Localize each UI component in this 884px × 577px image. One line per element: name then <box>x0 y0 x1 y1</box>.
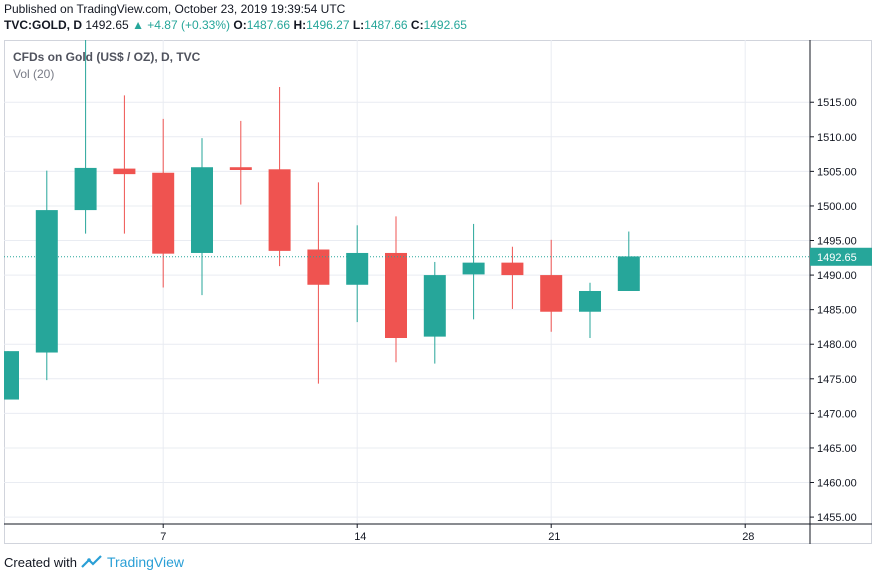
candle <box>540 239 563 332</box>
candle <box>346 225 369 323</box>
candlestick-chart[interactable]: 1455.00 1460.00 1465.00 1470.00 1475.00 1480.… <box>0 40 872 544</box>
candle-body <box>35 210 58 353</box>
published-note: Published on TradingView.com, October 23… <box>4 2 346 16</box>
open-value: 1487.66 <box>246 18 291 32</box>
candle-body <box>152 172 175 254</box>
chart-border <box>4 40 872 544</box>
chart-area[interactable]: 1455.00 1460.00 1465.00 1470.00 1475.00 1480.… <box>0 40 872 544</box>
candle-body <box>617 256 640 291</box>
y-tick-label: 1475.00 <box>817 374 857 386</box>
tradingview-brand[interactable]: TradingView <box>106 554 185 570</box>
open-label: O: <box>233 18 247 32</box>
chart-legend: CFDs on Gold (US$ / OZ), D, TVC Vol (20) <box>13 50 200 81</box>
y-tick-label: 1505.00 <box>817 166 857 178</box>
candle-body <box>385 252 407 339</box>
candle <box>385 216 407 363</box>
candle-body <box>579 290 601 312</box>
candle <box>307 182 330 384</box>
low-value: 1487.66 <box>364 18 408 32</box>
candle <box>617 231 640 291</box>
y-tick-label: 1465.00 <box>817 443 857 455</box>
candle <box>423 261 446 364</box>
footer: Created with TradingView <box>4 554 184 570</box>
y-tick-label: 1470.00 <box>817 408 857 420</box>
candle-body <box>307 249 330 285</box>
candle-body <box>113 168 136 175</box>
candle <box>268 87 291 267</box>
candle-body <box>346 252 369 285</box>
close-value: 1492.65 <box>423 18 467 32</box>
created-with-label: Created with <box>4 554 77 570</box>
quote-line: TVC:GOLD, D 1492.65 ▲ +4.87 (+0.33%) O:1… <box>4 18 467 32</box>
y-tick-label: 1455.00 <box>817 512 857 524</box>
last-price-tag-label: 1492.65 <box>817 252 857 264</box>
high-label: H: <box>293 18 307 32</box>
candle-body <box>462 262 485 275</box>
y-tick-label: 1460.00 <box>817 478 857 490</box>
candle <box>152 118 175 288</box>
volume-indicator-label: Vol (20) <box>13 67 55 81</box>
y-tick-label: 1515.00 <box>817 97 857 109</box>
x-tick-label: 14 <box>354 531 366 543</box>
tradingview-logo-icon <box>81 555 102 568</box>
instrument-title: CFDs on Gold (US$ / OZ), D, TVC <box>13 50 201 64</box>
last-price: 1492.65 <box>85 18 129 32</box>
symbol-label: TVC:GOLD, D <box>4 18 82 32</box>
x-tick-label: 21 <box>548 531 560 543</box>
close-label: C: <box>410 18 424 32</box>
candle-body <box>191 167 213 253</box>
y-tick-label: 1480.00 <box>817 339 857 351</box>
x-tick-label: 28 <box>742 531 754 543</box>
candle-body <box>0 351 19 400</box>
candle-body <box>501 262 524 276</box>
candle <box>229 120 252 205</box>
high-value: 1496.27 <box>306 18 350 32</box>
candle <box>191 138 213 296</box>
candle <box>462 223 485 320</box>
candle-body <box>74 167 97 211</box>
y-tick-label: 1485.00 <box>817 305 857 317</box>
last-price-tag <box>810 247 872 266</box>
price-change: ▲ +4.87 (+0.33%) <box>132 18 231 32</box>
candle <box>74 40 97 234</box>
y-tick-label: 1490.00 <box>817 270 857 282</box>
candle <box>501 246 524 309</box>
low-label: L: <box>352 18 365 32</box>
x-tick-label: 7 <box>160 531 166 543</box>
candle <box>35 170 58 381</box>
candle-body <box>268 169 291 251</box>
y-tick-label: 1495.00 <box>817 236 857 248</box>
y-tick-label: 1510.00 <box>817 132 857 144</box>
y-tick-label: 1500.00 <box>817 201 857 213</box>
candle-body <box>540 275 563 312</box>
candle-body <box>423 275 446 337</box>
candle <box>579 282 601 339</box>
candle-body <box>229 167 252 170</box>
candle <box>0 351 19 400</box>
candle <box>113 95 136 234</box>
